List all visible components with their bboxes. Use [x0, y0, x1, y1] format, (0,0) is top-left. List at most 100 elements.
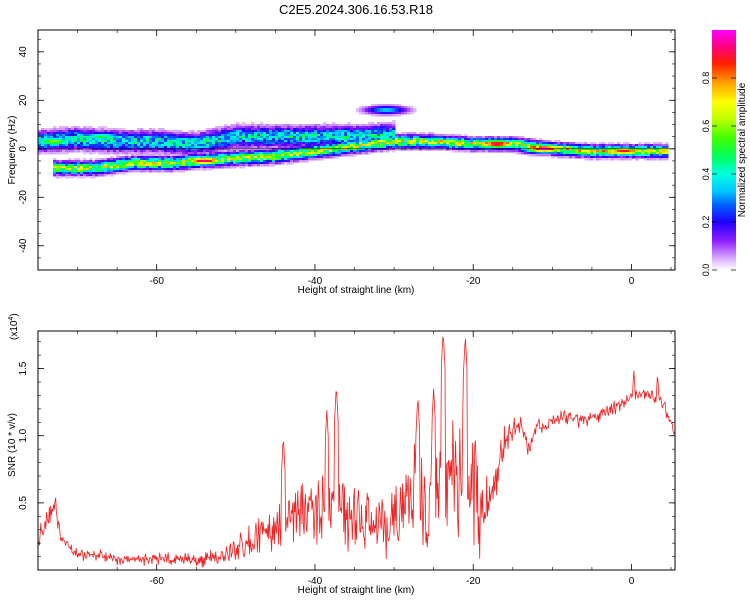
heatmap-cell	[65, 170, 69, 173]
heatmap-cell	[377, 122, 381, 125]
heatmap-cell	[323, 156, 327, 159]
heatmap-cell	[101, 152, 105, 155]
heatmap-cell	[353, 150, 357, 153]
heatmap-cell	[236, 124, 240, 127]
heatmap-cell	[191, 146, 195, 149]
heatmap-cell	[167, 142, 171, 145]
heatmap-cell	[527, 148, 531, 151]
heatmap-cell	[308, 152, 312, 155]
heatmap-cell	[257, 128, 261, 131]
heatmap-cell	[176, 156, 180, 159]
heatmap-cell	[215, 150, 219, 153]
heatmap-cell	[488, 136, 492, 139]
heatmap-cell	[65, 176, 69, 179]
heatmap-cell	[149, 162, 153, 165]
heatmap-cell	[392, 112, 396, 115]
heatmap-cell	[227, 132, 231, 135]
heatmap-cell	[449, 134, 453, 137]
heatmap-cell	[161, 150, 165, 153]
heatmap-cell	[44, 148, 48, 151]
heatmap-cell	[491, 144, 495, 147]
heatmap-cell	[185, 144, 189, 147]
heatmap-cell	[182, 156, 186, 159]
heatmap-cell	[431, 142, 435, 145]
heatmap-cell	[260, 128, 264, 131]
heatmap-cell	[245, 130, 249, 133]
heatmap-cell	[626, 156, 630, 159]
heatmap-cell	[239, 152, 243, 155]
heatmap-cell	[167, 134, 171, 137]
heatmap-cell	[401, 110, 405, 113]
heatmap-cell	[251, 142, 255, 145]
heatmap-cell	[242, 136, 246, 139]
heatmap-cell	[575, 148, 579, 151]
heatmap-cell	[647, 152, 651, 155]
heatmap-cell	[110, 148, 114, 151]
heatmap-cell	[122, 146, 126, 149]
heatmap-cell	[203, 162, 207, 165]
heatmap-cell	[131, 170, 135, 173]
heatmap-cell	[146, 132, 150, 135]
heatmap-cell	[320, 140, 324, 143]
heatmap-cell	[68, 172, 72, 175]
heatmap-cell	[152, 152, 156, 155]
heatmap-cell	[515, 136, 519, 139]
heatmap-cell	[191, 140, 195, 143]
heatmap-cell	[659, 142, 663, 145]
heatmap-cell	[344, 146, 348, 149]
heatmap-cell	[131, 160, 135, 163]
heatmap-cell	[401, 134, 405, 137]
heatmap-cell	[278, 148, 282, 151]
heatmap-cell	[269, 140, 273, 143]
heatmap-cell	[65, 138, 69, 141]
heatmap-cell	[182, 136, 186, 139]
heatmap-cell	[215, 166, 219, 169]
heatmap-cell	[344, 126, 348, 129]
heatmap-cell	[248, 150, 252, 153]
heatmap-cell	[575, 150, 579, 153]
heatmap-cell	[146, 140, 150, 143]
heatmap-cell	[296, 142, 300, 145]
heatmap-cell	[242, 156, 246, 159]
heatmap-cell	[221, 128, 225, 131]
heatmap-cell	[140, 170, 144, 173]
heatmap-cell	[650, 150, 654, 153]
heatmap-cell	[332, 130, 336, 133]
heatmap-cell	[164, 154, 168, 157]
heatmap-cell	[83, 132, 87, 135]
heatmap-cell	[515, 144, 519, 147]
heatmap-cell	[425, 136, 429, 139]
heatmap-cell	[314, 128, 318, 131]
heatmap-cell	[50, 150, 54, 153]
heatmap-cell	[143, 160, 147, 163]
heatmap-cell	[566, 148, 570, 151]
heatmap-cell	[638, 156, 642, 159]
heatmap-cell	[146, 148, 150, 151]
heatmap-cell	[320, 152, 324, 155]
heatmap-cell	[266, 154, 270, 157]
heatmap-cell	[179, 156, 183, 159]
heatmap-cell	[605, 146, 609, 149]
heatmap-cell	[254, 134, 258, 137]
heatmap-cell	[251, 154, 255, 157]
heatmap-cell	[257, 146, 261, 149]
heatmap-cell	[290, 152, 294, 155]
heatmap-cell	[578, 142, 582, 145]
heatmap-cell	[59, 172, 63, 175]
heatmap-cell	[233, 132, 237, 135]
heatmap-cell	[74, 158, 78, 161]
heatmap-cell	[533, 140, 537, 143]
heatmap-cell	[410, 144, 414, 147]
heatmap-cell	[356, 152, 360, 155]
heatmap-cell	[263, 144, 267, 147]
heatmap-cell	[293, 154, 297, 157]
heatmap-cell	[542, 146, 546, 149]
heatmap-cell	[164, 152, 168, 155]
heatmap-cell	[44, 128, 48, 131]
heatmap-cell	[398, 114, 402, 117]
heatmap-cell	[410, 146, 414, 149]
heatmap-cell	[551, 148, 555, 151]
heatmap-cell	[458, 146, 462, 149]
heatmap-cell	[389, 110, 393, 113]
heatmap-cell	[476, 138, 480, 141]
